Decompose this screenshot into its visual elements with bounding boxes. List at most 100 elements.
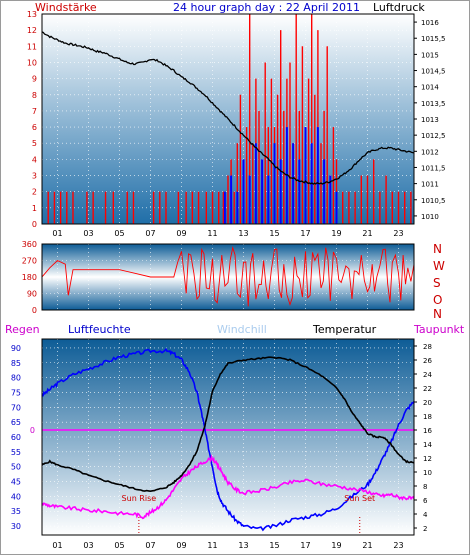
hour-tick-label: 07	[145, 541, 155, 550]
legend-rain: Regen	[5, 323, 40, 336]
hour-tick-label: 11	[207, 541, 217, 550]
wind-direction-line	[42, 245, 414, 307]
temperature-tick-label: 4	[423, 511, 428, 519]
hour-tick-label: 21	[362, 541, 372, 550]
hour-tick-label: 23	[393, 541, 403, 550]
wind-axis-title: Windstärke	[35, 1, 97, 14]
wind-pressure-ticks: 01234567891011121310101010,510111011,510…	[27, 10, 446, 238]
humidity-tick-label: 90	[11, 344, 21, 353]
wind-tick-label: 5	[32, 139, 37, 148]
humidity-tick-label: 45	[11, 478, 21, 487]
dewpoint-line	[42, 454, 414, 520]
humidity-tick-label: 85	[11, 359, 21, 368]
temperature-tick-label: 10	[423, 469, 432, 477]
direction-border	[41, 243, 415, 311]
hour-tick-label: 13	[238, 229, 248, 238]
pressure-tick-label: 1011	[421, 181, 439, 189]
wind-tick-label: 4	[32, 155, 37, 164]
hour-tick-label: 19	[331, 229, 341, 238]
hour-tick-label: 09	[176, 229, 186, 238]
humidity-tick-label: 40	[11, 492, 21, 501]
pressure-tick-label: 1011,5	[421, 164, 446, 172]
pressure-tick-label: 1013,5	[421, 100, 446, 108]
temperature-tick-label: 18	[423, 413, 432, 421]
temperature-tick-label: 14	[423, 441, 432, 449]
hour-tick-label: 03	[83, 541, 93, 550]
sunrise-label: Sun Rise	[122, 494, 157, 503]
temperature-tick-label: 22	[423, 385, 432, 393]
sunset-label: Sun Set	[344, 494, 375, 503]
humidity-tick-label: 80	[11, 374, 21, 383]
temperature-tick-label: 20	[423, 399, 432, 407]
wind-tick-label: 6	[32, 123, 37, 132]
compass-n-bottom: N	[433, 307, 442, 321]
compass-w: W	[433, 259, 445, 273]
pressure-tick-label: 1010,5	[421, 197, 446, 205]
climate-grid	[42, 339, 414, 535]
rain-tick-label: 0	[30, 426, 35, 435]
wind-pressure-grid	[42, 13, 414, 225]
humidity-tick-label: 65	[11, 418, 21, 427]
climate-ticks: 3035404550556065707580859024681012141618…	[11, 343, 433, 550]
humidity-line	[42, 347, 414, 532]
humidity-tick-label: 50	[11, 463, 21, 472]
compass-n-top: N	[433, 242, 442, 256]
hour-tick-label: 17	[300, 229, 310, 238]
wind-tick-label: 9	[32, 75, 37, 84]
pressure-tick-label: 1014,5	[421, 68, 446, 76]
wind-tick-label: 13	[27, 10, 37, 19]
wind-tick-label: 0	[32, 220, 37, 229]
wind-tick-label: 12	[27, 26, 37, 35]
pressure-tick-label: 1012	[421, 148, 439, 156]
pressure-tick-label: 1010	[421, 213, 439, 221]
temperature-tick-label: 24	[423, 371, 432, 379]
hour-tick-label: 15	[269, 229, 279, 238]
hour-tick-label: 05	[114, 541, 124, 550]
climate-plot-area	[42, 339, 414, 535]
direction-tick-label: 360	[22, 240, 37, 249]
wind-tick-label: 11	[27, 42, 37, 51]
legend-dewpoint: Taupunkt	[413, 323, 465, 336]
hour-tick-label: 23	[393, 229, 403, 238]
direction-tick-label: 0	[32, 306, 37, 315]
hour-tick-label: 03	[83, 229, 93, 238]
hour-tick-label: 21	[362, 229, 372, 238]
wind-tick-label: 7	[32, 107, 37, 116]
wind-tick-label: 1	[32, 204, 37, 213]
temperature-tick-label: 2	[423, 525, 427, 533]
pressure-tick-label: 1015,5	[421, 35, 446, 43]
hour-tick-label: 15	[269, 541, 279, 550]
temperature-tick-label: 6	[423, 497, 428, 505]
hour-tick-label: 11	[207, 229, 217, 238]
pressure-axis-title: Luftdruck	[373, 1, 425, 14]
temperature-tick-label: 28	[423, 343, 432, 351]
humidity-tick-label: 60	[11, 433, 21, 442]
temperature-tick-label: 26	[423, 357, 432, 365]
humidity-tick-label: 75	[11, 388, 21, 397]
humidity-tick-label: 30	[11, 522, 21, 531]
legend-temperature: Temperatur	[312, 323, 377, 336]
chart-title: 24 hour graph day : 22 April 2011	[173, 1, 360, 14]
gust-bars	[223, 127, 338, 224]
legend-windchill: Windchill	[217, 323, 267, 336]
hour-tick-label: 01	[52, 229, 62, 238]
pressure-tick-label: 1013	[421, 116, 439, 124]
direction-ticks: 0 90 180 270 360	[22, 240, 37, 315]
hour-tick-label: 13	[238, 541, 248, 550]
climate-border	[41, 338, 415, 536]
compass-s: S	[433, 276, 441, 290]
direction-tick-label: 180	[22, 273, 37, 282]
hour-tick-label: 01	[52, 541, 62, 550]
temperature-tick-label: 16	[423, 427, 432, 435]
legend-humidity: Luftfeuchte	[68, 323, 131, 336]
compass-labels: N W S O N	[433, 242, 445, 321]
temperature-tick-label: 8	[423, 483, 427, 491]
hour-tick-label: 17	[300, 541, 310, 550]
hour-tick-label: 05	[114, 229, 124, 238]
direction-tick-label: 90	[27, 290, 37, 299]
temperature-line	[42, 356, 414, 493]
direction-tick-label: 270	[22, 257, 37, 266]
humidity-tick-label: 35	[11, 507, 21, 516]
